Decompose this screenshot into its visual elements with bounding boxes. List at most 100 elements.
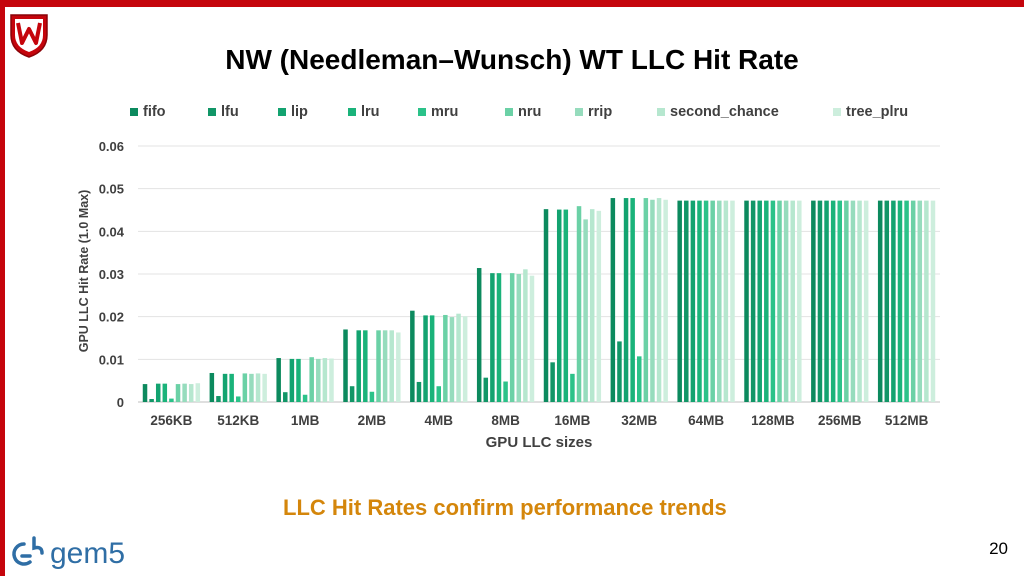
y-tick-label: 0 <box>117 395 124 410</box>
bar-second_chance <box>790 200 795 402</box>
bar-lfu <box>550 362 555 402</box>
bar-lfu <box>617 341 622 402</box>
bar-lru <box>162 383 168 402</box>
bar-nru <box>643 198 649 402</box>
bar-fifo <box>209 372 215 402</box>
bar-mru <box>837 200 842 402</box>
bar-lru <box>897 200 903 402</box>
legend-swatch <box>505 108 513 116</box>
bar-tree_plru <box>329 358 334 402</box>
legend-label: mru <box>431 104 459 120</box>
bar-rrip <box>182 383 187 402</box>
bar-mru <box>637 356 642 402</box>
bar-lru <box>229 373 234 402</box>
bar-lip <box>556 209 562 402</box>
bar-chart: 0 0.01 0.02 0.03 0.04 0.05 0.06 256KB 512KB 1MB 2M… <box>77 139 940 451</box>
legend-item-tree_plru: tree_plru <box>833 104 908 120</box>
bar-second_chance <box>523 269 528 402</box>
bar-second_chance <box>255 373 261 402</box>
slide-subtitle: LLC Hit Rates confirm performance trends <box>283 495 727 520</box>
gem5-logo-text: gem5 <box>50 537 125 570</box>
y-tick-label: 0.04 <box>99 224 125 239</box>
x-tick-label: 8MB <box>491 413 520 428</box>
bar-mru <box>770 200 776 402</box>
bar-second_chance <box>456 313 461 402</box>
bar-rrip <box>850 200 856 402</box>
bar-lru <box>563 209 569 402</box>
gem5-logo: gem5 <box>12 536 125 570</box>
x-tick-label: 32MB <box>621 413 657 428</box>
y-tick-label: 0.02 <box>99 310 124 325</box>
x-tick-label: 512KB <box>217 413 259 428</box>
bar-fifo <box>343 329 348 402</box>
x-tick-label: 512MB <box>885 413 929 428</box>
bar-lip <box>824 200 829 402</box>
bar-nru <box>910 200 916 402</box>
bar-mru <box>169 398 174 402</box>
legend-label: lip <box>291 104 308 120</box>
bar-lfu <box>750 200 756 402</box>
bar-fifo <box>677 200 682 402</box>
y-tick-label: 0.01 <box>99 352 124 367</box>
bar-nru <box>443 314 448 402</box>
legend-label: lfu <box>221 104 239 120</box>
bar-nru <box>376 330 381 402</box>
bar-lfu <box>483 377 489 402</box>
x-tick-label: 4MB <box>424 413 453 428</box>
bar-lru <box>630 198 635 402</box>
uw-crest-logo <box>10 14 48 58</box>
bar-lfu <box>349 386 355 402</box>
bar-nru <box>576 206 582 402</box>
legend-swatch <box>348 108 356 116</box>
bar-tree_plru <box>930 200 936 402</box>
bar-tree_plru <box>529 275 535 402</box>
legend-label: lru <box>361 104 380 120</box>
page-number: 20 <box>989 539 1008 558</box>
legend-label: nru <box>518 104 542 120</box>
bar-rrip <box>917 200 923 402</box>
bar-fifo <box>811 200 816 402</box>
bar-second_chance <box>656 198 662 402</box>
bar-rrip <box>650 199 655 402</box>
legend-item-rrip: rrip <box>575 104 612 120</box>
bar-lip <box>757 200 762 402</box>
legend-item-lru: lru <box>348 104 380 120</box>
bar-lip <box>891 200 896 402</box>
bar-fifo <box>543 209 549 402</box>
bar-fifo <box>877 200 883 402</box>
bar-second_chance <box>389 330 394 402</box>
x-axis-title: GPU LLC sizes <box>486 434 593 451</box>
bar-lru <box>496 273 502 402</box>
x-tick-label: 1MB <box>291 413 320 428</box>
bar-fifo <box>276 358 281 402</box>
bar-mru <box>503 381 508 402</box>
top-accent-bar <box>0 0 1024 7</box>
bar-tree_plru <box>863 200 869 402</box>
slide-title: NW (Needleman–Wunsch) WT LLC Hit Rate <box>225 44 799 75</box>
chart-legend: fifo lfu lip lru mru nru rrip second_chance tree… <box>130 104 950 124</box>
bar-tree_plru <box>663 199 668 402</box>
legend-item-fifo: fifo <box>130 104 166 120</box>
bar-nru <box>309 357 314 402</box>
legend-label: fifo <box>143 104 166 120</box>
y-tick-label: 0.06 <box>99 139 124 154</box>
bar-lfu <box>149 399 154 402</box>
bar-tree_plru <box>797 200 802 402</box>
legend-item-lfu: lfu <box>208 104 239 120</box>
bar-fifo <box>476 268 482 402</box>
y-axis-title: GPU LLC Hit Rate (1.0 Max) <box>77 190 91 353</box>
bar-lru <box>429 315 435 402</box>
legend-item-lip: lip <box>278 104 308 120</box>
bar-rrip <box>249 373 254 402</box>
left-accent-bar <box>0 0 5 576</box>
bar-mru <box>302 394 308 402</box>
legend-label: rrip <box>588 104 613 120</box>
bar-lru <box>296 358 301 402</box>
bar-second_chance <box>857 200 862 402</box>
x-tick-label: 256MB <box>818 413 862 428</box>
legend-swatch <box>418 108 426 116</box>
bar-mru <box>570 373 575 402</box>
legend-swatch <box>833 108 841 116</box>
bar-nru <box>710 200 715 402</box>
bar-second_chance <box>188 384 194 402</box>
